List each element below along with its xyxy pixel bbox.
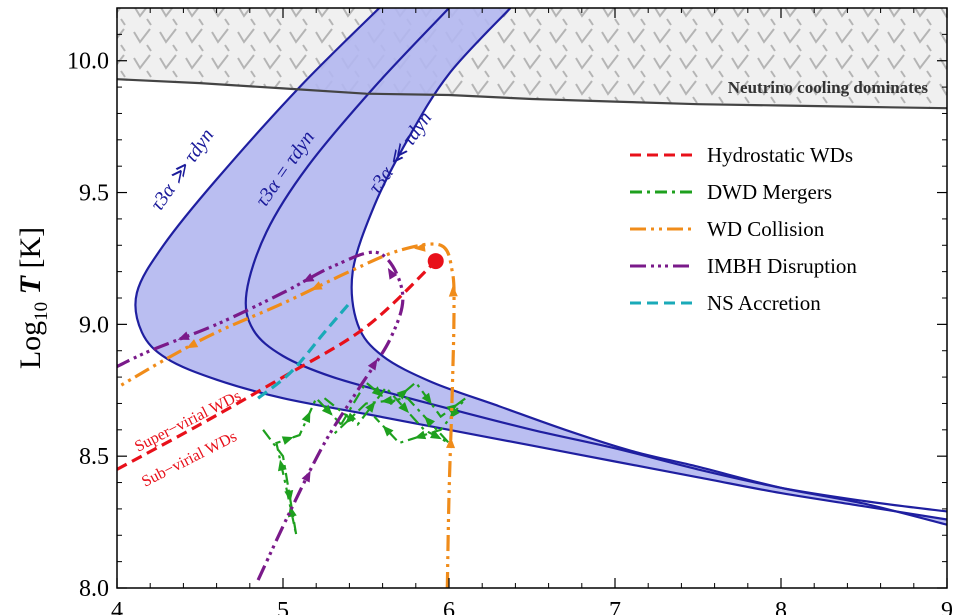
series-4-track-0	[257, 302, 351, 400]
series-3-arrow-0-3	[367, 358, 378, 371]
series-3-arrow-0-5	[387, 267, 398, 280]
series-0-track-0	[117, 259, 437, 471]
series-1-track-1	[340, 380, 467, 445]
series-1-arrow-2-6	[345, 412, 357, 424]
y-tick-label: 8.0	[79, 576, 109, 602]
series-1-arrow-1-2	[396, 389, 408, 400]
y-tick-label: 9.0	[79, 312, 109, 338]
series-1-arrow-1-6	[414, 430, 427, 440]
series-1-arrow-2-5	[380, 395, 393, 405]
y-axis-title: Log10 T [K]	[14, 227, 52, 369]
series-2-arrow-0-5	[414, 242, 426, 252]
series-1-arrow-2-1	[365, 401, 376, 413]
series-3-arrow-0-1	[301, 470, 311, 483]
x-tick-label: 9	[941, 598, 953, 615]
series-3-arrow-0-9	[177, 331, 190, 340]
hydrostatic-endpoint-marker	[427, 253, 444, 270]
series-2-arrow-0-7	[310, 281, 323, 291]
series-1-arrow-0-4	[281, 436, 294, 445]
series-1-arrow-2-4	[424, 416, 435, 428]
series-1-arrow-0-6	[321, 404, 333, 416]
series-1-arrow-0-1	[284, 490, 294, 502]
series-2-arrow-0-9	[186, 339, 199, 349]
series-1-arrow-1-7	[382, 425, 394, 437]
x-tick-label: 7	[609, 598, 621, 615]
x-tick-label: 4	[111, 598, 123, 615]
series-1-track-0	[262, 396, 342, 536]
neutrino-boundary-line	[117, 78, 947, 110]
y-tick-label: 10.0	[67, 49, 109, 75]
x-tick-label: 5	[277, 598, 289, 615]
x-tick-label: 8	[775, 598, 787, 615]
legend-label-1: DWD Mergers	[707, 180, 832, 204]
plot-area	[117, 8, 947, 588]
triple-alpha-band	[135, 8, 947, 525]
series-1-arrow-1-3	[421, 392, 432, 405]
y-tick-label: 8.5	[79, 444, 109, 470]
axis-ticks: 4 5 6 7 8 9 8.0 8.5 9.0 9.5 10.0	[67, 7, 953, 615]
legend-label-0: Hydrostatic WDs	[707, 143, 853, 167]
legend-label-2: WD Collision	[707, 217, 825, 241]
series-1-arrow-0-5	[301, 411, 311, 424]
series-3-track-0	[117, 250, 405, 581]
series-2-arrow-0-3	[448, 285, 458, 297]
legend: Hydrostatic WDs DWD Mergers WD Collision IM…	[630, 143, 857, 315]
series-2-arrow-0-1	[446, 437, 456, 449]
triple-alpha-curve-0	[134, 8, 947, 521]
x-tick-label: 6	[443, 598, 455, 615]
legend-label-3: IMBH Disruption	[707, 254, 857, 278]
series-1-arrow-0-3	[277, 459, 287, 472]
neutrino-region-label: Neutrino cooling dominates	[728, 78, 929, 97]
series-2-track-0	[117, 242, 456, 588]
y-tick-label: 9.5	[79, 181, 109, 207]
legend-label-4: NS Accretion	[707, 291, 821, 315]
series-1-arrow-2-2	[398, 401, 410, 414]
series-3-arrow-0-7	[302, 273, 315, 283]
triple-alpha-curve-2	[350, 8, 947, 526]
series-1-arrow-2-3	[429, 430, 442, 440]
